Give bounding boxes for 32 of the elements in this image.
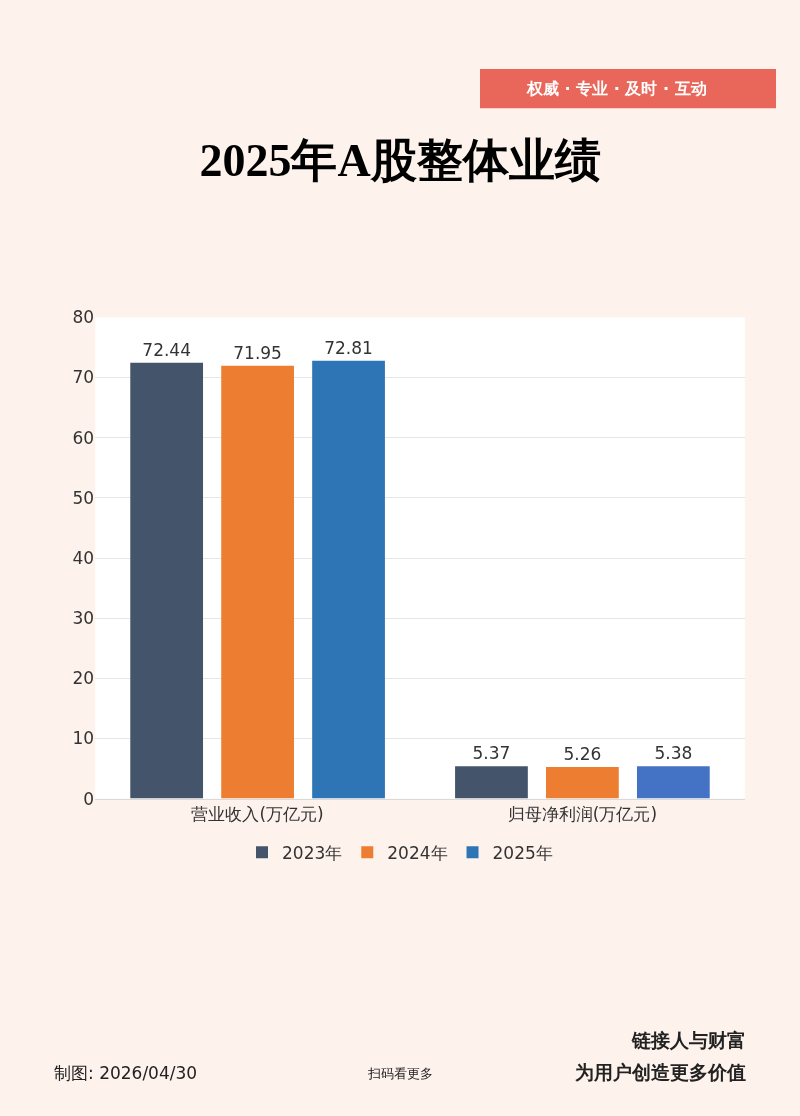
data-label: 5.37	[472, 743, 511, 764]
text: 制图: 2026/04/30	[54, 1063, 198, 1083]
y-tick-label: 70	[72, 367, 95, 388]
y-tick-label: 0	[83, 788, 95, 809]
data-label: 71.95	[233, 342, 282, 363]
bar	[221, 365, 294, 799]
text: 链接人与财富	[631, 1029, 746, 1051]
x-tick-label: 营业收入(万亿元)	[191, 804, 324, 825]
data-label: 72.81	[324, 337, 373, 358]
bar	[455, 766, 528, 799]
bar	[546, 766, 619, 799]
text: 权威 · 专业 · 及时 · 互动	[526, 79, 707, 98]
y-tick-label: 40	[72, 547, 95, 568]
data-label: 5.26	[563, 743, 602, 764]
y-tick-label: 80	[72, 307, 95, 328]
bar	[312, 360, 385, 799]
bar	[636, 766, 710, 799]
data-label: 5.38	[654, 743, 693, 764]
text: 为用户创造更多价值	[575, 1061, 746, 1083]
y-tick-label: 60	[72, 427, 95, 448]
bar	[130, 362, 204, 799]
y-tick-label: 20	[72, 668, 95, 689]
y-tick-label: 30	[72, 608, 95, 629]
text: 扫码看更多	[367, 1066, 433, 1081]
data-label: 72.44	[142, 339, 191, 360]
chart-title: 2025年A股整体业绩	[199, 135, 601, 187]
legend-label: 2024年	[387, 842, 448, 863]
x-tick-label: 归母净利润(万亿元)	[507, 804, 658, 825]
y-tick-label: 50	[72, 487, 95, 508]
legend-label: 2023年	[282, 842, 343, 863]
legend-label: 2025年	[492, 842, 553, 863]
y-tick-label: 10	[72, 728, 95, 749]
